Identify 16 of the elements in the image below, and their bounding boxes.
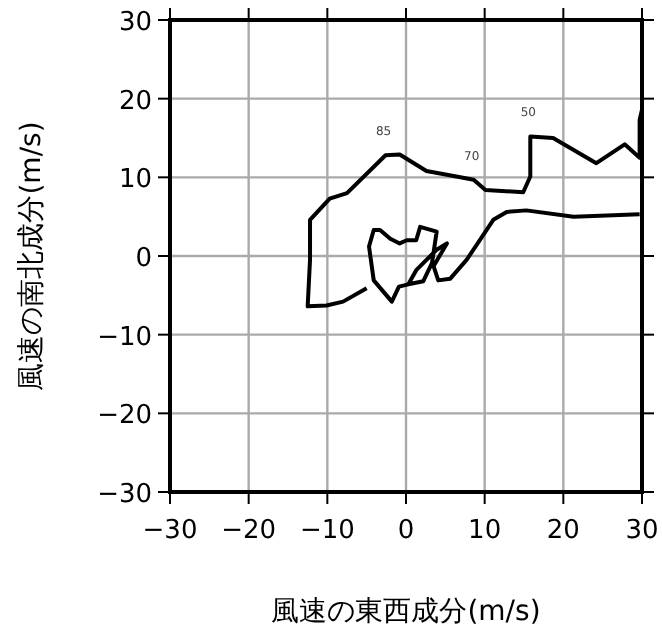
- y-tick-label: −30: [97, 480, 152, 510]
- x-tick-label: 0: [397, 516, 415, 546]
- y-tick-label: −20: [97, 401, 152, 432]
- x-tick-label: −10: [299, 516, 355, 546]
- y-tick-label: 20: [118, 86, 152, 117]
- y-tick-label: 30: [118, 8, 152, 38]
- y-tick-label: 10: [118, 165, 152, 196]
- x-tick-label: 10: [468, 516, 502, 546]
- x-tick-label: −30: [142, 516, 198, 546]
- y-tick-label: −10: [97, 322, 152, 353]
- x-tick-label: −20: [221, 516, 277, 546]
- y-tick-label: 0: [135, 244, 152, 274]
- x-axis-title: 風速の東西成分(m/s): [271, 596, 541, 628]
- y-axis-title: 風速の南北成分(m/s): [16, 121, 48, 391]
- x-tick-label: 30: [625, 516, 659, 546]
- x-tick-label: 20: [546, 516, 580, 546]
